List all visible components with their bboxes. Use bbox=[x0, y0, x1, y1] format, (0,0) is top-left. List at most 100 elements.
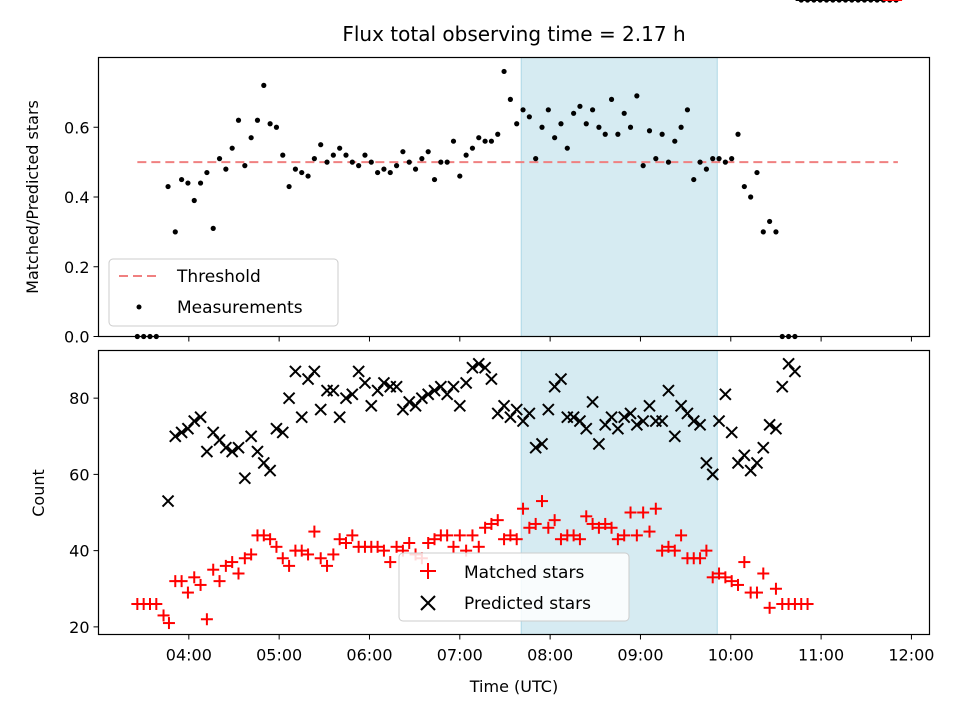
matched-star-point bbox=[706, 571, 719, 584]
x-tick-label: 11:00 bbox=[798, 646, 844, 665]
predicted-star-point bbox=[447, 380, 460, 393]
bottom-y-axis-ticks: 20 40 60 80 bbox=[69, 389, 99, 637]
predicted-star-point bbox=[668, 430, 681, 443]
matched-star-point bbox=[472, 540, 485, 553]
legend-threshold-label: Threshold bbox=[176, 267, 261, 287]
measurement-point bbox=[754, 169, 760, 176]
matched-star-point bbox=[283, 559, 296, 572]
measurement-point bbox=[482, 138, 488, 144]
top-legend: Threshold Measurements bbox=[108, 258, 339, 327]
predicted-star-point bbox=[523, 407, 536, 420]
measurement-point bbox=[318, 142, 324, 148]
predicted-star-point bbox=[687, 414, 700, 428]
measurement-point bbox=[659, 131, 665, 137]
measurement-point bbox=[261, 82, 267, 88]
matched-star-point bbox=[200, 613, 213, 626]
measurement-point bbox=[488, 138, 495, 144]
matched-star-point bbox=[162, 617, 175, 630]
predicted-star-point bbox=[314, 403, 327, 416]
y-tick-label: 20 bbox=[69, 618, 89, 637]
measurement-point bbox=[229, 145, 235, 151]
measurement-point bbox=[204, 169, 210, 176]
matched-star-point bbox=[700, 544, 713, 557]
measurement-point bbox=[311, 156, 317, 162]
measurement-point bbox=[406, 159, 412, 165]
matched-star-point bbox=[390, 540, 403, 553]
matched-star-point bbox=[308, 525, 321, 538]
predicted-star-point bbox=[586, 395, 599, 409]
matched-star-point bbox=[763, 601, 776, 614]
y-tick-label: 0.6 bbox=[64, 118, 89, 137]
matched-star-point bbox=[548, 514, 561, 527]
matched-star-point bbox=[738, 556, 751, 569]
matched-star-point bbox=[321, 559, 334, 572]
matched-star-point bbox=[377, 544, 390, 557]
predicted-star-point bbox=[333, 411, 346, 424]
predicted-star-point bbox=[769, 422, 783, 435]
predicted-star-point bbox=[700, 456, 713, 470]
matched-star-point bbox=[245, 548, 258, 561]
top-y-axis-label: Matched/Predicted stars bbox=[23, 100, 42, 294]
matched-star-point bbox=[599, 517, 612, 530]
legend-measurements-swatch bbox=[136, 304, 142, 310]
matched-star-point bbox=[219, 559, 232, 572]
matched-star-point bbox=[801, 598, 814, 611]
legend-matched-swatch bbox=[420, 563, 436, 579]
measurement-point bbox=[349, 159, 355, 165]
measurement-point bbox=[539, 124, 545, 130]
predicted-star-point bbox=[485, 372, 498, 386]
bottom-legend: Matched stars Predicted stars bbox=[398, 552, 630, 622]
predicted-star-point bbox=[643, 399, 656, 412]
measurement-point bbox=[697, 159, 703, 165]
measurement-point bbox=[741, 183, 747, 190]
measurement-point bbox=[210, 225, 216, 231]
matched-star-point bbox=[668, 544, 681, 557]
matched-star-point bbox=[232, 567, 245, 580]
x-tick-label: 05:00 bbox=[256, 646, 302, 665]
measurement-point bbox=[375, 169, 381, 176]
x-tick-label: 12:00 bbox=[888, 646, 934, 665]
predicted-star-point bbox=[693, 418, 707, 432]
predicted-star-point bbox=[542, 403, 555, 416]
predicted-star-point bbox=[263, 464, 277, 477]
predicted-star-point bbox=[169, 430, 182, 443]
predicted-star-point bbox=[365, 399, 378, 412]
matched-star-point bbox=[181, 586, 194, 599]
measurement-point bbox=[299, 169, 305, 176]
measurement-point bbox=[337, 145, 343, 151]
matched-star-point bbox=[523, 521, 536, 534]
measurement-point bbox=[444, 159, 450, 165]
x-tick-label: 09:00 bbox=[617, 646, 663, 665]
matched-star-points bbox=[131, 0, 903, 630]
matched-star-point bbox=[637, 506, 650, 519]
predicted-star-point bbox=[175, 426, 188, 439]
predicted-star-point bbox=[706, 468, 719, 481]
measurement-point bbox=[558, 121, 564, 127]
measurement-point bbox=[564, 145, 570, 151]
matched-star-point bbox=[333, 533, 346, 546]
matched-star-point bbox=[750, 586, 763, 599]
matched-star-point bbox=[542, 521, 555, 534]
measurement-point bbox=[767, 218, 773, 225]
predicted-star-point bbox=[630, 418, 644, 432]
matched-star-point bbox=[302, 548, 315, 561]
matched-star-point bbox=[517, 502, 530, 515]
measurement-point bbox=[552, 135, 558, 141]
matched-star-point bbox=[757, 567, 770, 580]
measurement-point bbox=[393, 163, 400, 169]
bottom-panel-frame bbox=[97, 349, 931, 636]
matched-star-point bbox=[675, 529, 688, 542]
measurement-point bbox=[608, 96, 615, 102]
legend-predicted-swatch bbox=[420, 595, 436, 611]
x-tick-label: 08:00 bbox=[527, 646, 573, 665]
measurement-point bbox=[412, 166, 419, 172]
matched-star-point bbox=[624, 506, 637, 519]
measurement-point bbox=[197, 180, 204, 186]
matched-star-point bbox=[466, 529, 479, 542]
measurement-point bbox=[621, 110, 627, 116]
matched-star-point bbox=[327, 548, 340, 561]
measurement-point bbox=[450, 138, 457, 144]
predicted-star-point bbox=[238, 471, 252, 485]
matched-star-point bbox=[498, 533, 511, 546]
predicted-star-point bbox=[295, 411, 308, 424]
